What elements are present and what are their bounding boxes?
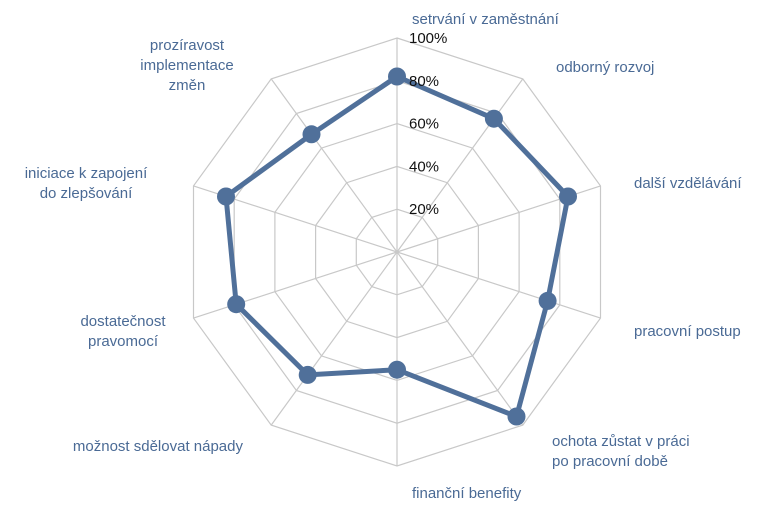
data-point-1 [388,67,406,86]
data-point-9 [217,187,235,206]
spoke-2 [396,78,524,253]
data-point-7 [298,365,317,384]
radar-tick-labels: 20% 40% 60% 80% 100% [409,30,447,218]
tick-label: 20% [409,201,439,218]
tick-label: 40% [409,158,439,175]
category-label: prozíravost implementace změn [140,37,233,94]
spoke-7 [270,251,398,426]
data-point-8 [227,295,246,314]
category-label: dostatečnost pravomocí [80,313,166,350]
data-point-4 [538,291,557,310]
tick-label: 100% [409,30,447,47]
data-point-6 [388,360,406,379]
category-label: pracovní postup [634,323,741,340]
spoke-8 [193,251,398,319]
category-label: další vzdělávání [634,175,742,192]
category-label: odborný rozvoj [556,59,654,76]
spoke-4 [396,251,601,319]
spoke-10 [270,78,398,253]
category-label: možnost sdělovat nápady [73,438,244,455]
category-label: finanční benefity [412,485,522,502]
category-label: iniciace k zapojení do zlepšování [25,165,148,202]
tick-label: 60% [409,116,439,133]
category-label: ochota zůstat v práci po pracovní době [552,433,690,470]
category-label: setrvání v zaměstnání [412,11,560,28]
data-point-5 [507,407,526,426]
spoke-5 [396,251,524,426]
radar-series [217,67,577,426]
data-point-2 [484,109,503,128]
data-point-10 [302,125,321,144]
radar-category-labels: setrvání v zaměstnání odborný rozvoj další… [25,11,743,502]
tick-label: 80% [409,73,439,90]
data-point-3 [559,187,577,206]
